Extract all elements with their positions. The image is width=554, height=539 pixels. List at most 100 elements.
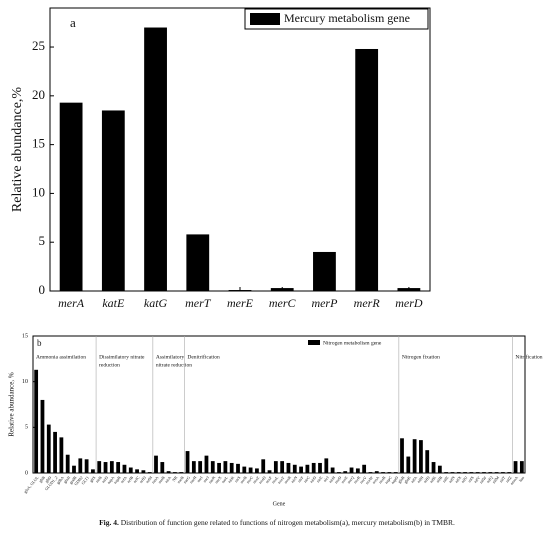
y-tick-label: 0: [25, 470, 28, 476]
x-tick-label: nosY: [276, 475, 285, 485]
x-tick-label: nifS: [467, 475, 475, 483]
x-tick-label: napD: [390, 475, 399, 485]
bar: [273, 461, 278, 473]
x-tick-label: napC: [384, 475, 393, 485]
x-tick-label: merT: [185, 296, 212, 310]
x-tick-label: merA: [58, 296, 85, 310]
y-axis-label: Relative abundance,%: [10, 87, 25, 213]
x-tick-label: nirH: [328, 475, 337, 484]
bar: [97, 461, 102, 473]
x-tick-label: nosL: [270, 475, 279, 485]
bar: [387, 472, 392, 473]
x-tick-label: nifB: [435, 475, 444, 484]
x-tick-label: nirB: [94, 475, 103, 484]
bar: [186, 234, 210, 291]
bar: [65, 454, 70, 473]
y-tick-label: 0: [39, 282, 46, 297]
bar: [456, 472, 461, 473]
x-tick-label: nifQ: [485, 475, 494, 484]
bar: [349, 467, 354, 473]
x-tick-label: narB: [176, 475, 185, 484]
x-tick-label: nirA: [164, 475, 173, 484]
x-tick-label: narI: [196, 475, 204, 484]
bar: [116, 462, 121, 473]
x-tick-label: norD: [333, 475, 342, 485]
bar: [343, 471, 348, 473]
bar: [154, 455, 158, 473]
x-tick-label: narH: [188, 475, 197, 484]
x-tick-label: gdhA: [55, 475, 65, 485]
bar: [109, 461, 114, 473]
x-tick-label: nosA: [371, 475, 380, 485]
group-label: Nitrification: [515, 353, 542, 360]
bar: [450, 472, 455, 473]
x-tick-label: gltS: [88, 475, 96, 483]
x-tick-label: nifE: [441, 475, 450, 484]
x-tick-label: nifW: [478, 475, 487, 485]
bar: [255, 468, 259, 473]
x-tick-label: norQ: [346, 475, 355, 485]
bar: [78, 458, 83, 473]
x-tick-label: nirS: [233, 475, 241, 483]
x-tick-label: nrfA: [119, 475, 128, 484]
x-tick-label: norR: [352, 475, 361, 485]
x-tick-label: nirK: [227, 475, 236, 484]
legend-swatch: [250, 13, 280, 25]
bar: [122, 464, 127, 473]
x-tick-label: merD: [395, 296, 423, 310]
bar: [381, 472, 385, 473]
x-tick-label: nifH: [416, 475, 425, 484]
bar: [419, 440, 423, 473]
bar: [519, 461, 524, 473]
bar: [204, 455, 209, 473]
x-tick-label: nosZ: [251, 475, 260, 485]
bar: [444, 472, 449, 473]
x-tick-label: napA: [106, 475, 115, 485]
group-label: Denitrification: [187, 353, 220, 360]
x-tick-label: nifM: [491, 475, 500, 485]
bar: [475, 472, 480, 473]
plot-frame: [32, 335, 526, 474]
group-label: Assimilatory: [156, 354, 185, 360]
x-tick-label: glnA, GLUL: [23, 475, 41, 495]
x-tick-label: nifN: [447, 475, 456, 484]
bar: [34, 369, 39, 473]
bar: [374, 471, 379, 473]
bar: [501, 472, 505, 473]
x-tick-label: nrfH: [144, 475, 153, 484]
x-tick-label: norB: [239, 475, 248, 485]
x-tick-label: nrfD: [138, 475, 147, 484]
x-tick-label: GLT1: [80, 475, 90, 485]
x-tick-label: nifX: [454, 475, 463, 484]
x-tick-label: nosB: [377, 475, 386, 485]
x-tick-label: nirD: [309, 475, 318, 484]
y-tick-label: 5: [39, 233, 46, 248]
bar: [280, 461, 285, 473]
x-tick-label: narX: [214, 475, 223, 484]
bar: [355, 48, 379, 291]
x-tick-label: nirJ: [322, 475, 330, 483]
bar: [267, 470, 272, 473]
bar: [128, 467, 133, 473]
bar: [173, 472, 177, 473]
x-tick-label: GDH2: [73, 475, 84, 486]
bar: [248, 467, 253, 473]
x-tick-label: nirF: [296, 474, 305, 483]
x-tick-label: narG: [182, 475, 191, 484]
bar: [368, 472, 373, 473]
bar: [494, 472, 499, 473]
bar: [286, 462, 291, 473]
x-tick-label: norW: [364, 475, 374, 485]
group-label: reduction: [99, 362, 120, 368]
x-tick-label: nosD: [257, 475, 266, 485]
x-tick-label: nifT: [498, 475, 507, 484]
bar: [210, 461, 215, 473]
bar: [330, 467, 335, 473]
bar: [91, 469, 95, 473]
legend-label: Mercury metabolism gene: [284, 11, 410, 25]
bar: [362, 464, 367, 473]
bar: [393, 472, 398, 473]
x-tick-label: norV: [359, 475, 368, 485]
